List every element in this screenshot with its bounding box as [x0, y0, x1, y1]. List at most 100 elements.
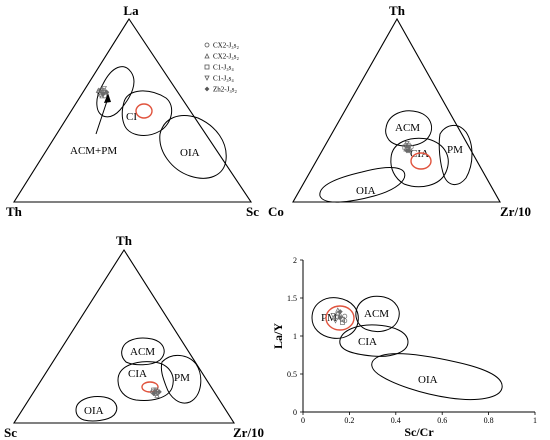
- legend-label: Zh2-J₃s₂: [213, 86, 237, 94]
- y-tick-label: 1.5: [287, 294, 297, 303]
- vertex-label-right: Zr/10: [233, 425, 264, 440]
- ternary-frame-la-th-sc: [13, 17, 253, 203]
- x-tick-label: 0.8: [484, 416, 494, 425]
- data-point: [402, 144, 408, 150]
- legend-marker-triangle-down: [204, 75, 210, 81]
- field-acm: [385, 110, 433, 147]
- x-tick-label: 0.2: [344, 416, 354, 425]
- field-label-cia: CIA: [358, 336, 377, 348]
- field-label-oia: OIA: [84, 405, 104, 417]
- data-point: [404, 140, 410, 147]
- ternary-frame-th-sc-zr: [12, 248, 236, 424]
- field-pm: [438, 125, 473, 185]
- data-point: [407, 146, 413, 152]
- sample-points-b: [402, 140, 414, 154]
- data-point: [330, 313, 336, 319]
- field-label-pm: PM: [321, 312, 337, 324]
- data-point: [99, 92, 105, 99]
- x-tick-label: 0.4: [391, 416, 401, 425]
- sample-cluster-ring-d: [325, 305, 355, 331]
- data-point: [95, 87, 102, 93]
- field-acm: [355, 295, 400, 333]
- data-point: [104, 89, 110, 95]
- field-oia: [319, 167, 406, 203]
- field-label-acm-pm: ACM+PM: [70, 145, 117, 157]
- vertex-label-right: Zr/10: [500, 204, 531, 219]
- data-point: [101, 93, 107, 99]
- data-point: [335, 307, 341, 313]
- field-label-acm: ACM: [130, 346, 155, 358]
- field-cia: [117, 361, 174, 401]
- y-axis-label: La/Y: [271, 323, 285, 349]
- legend-item: Zh2-J₃s₂: [204, 86, 237, 94]
- x-axis-label: Sc/Cr: [404, 425, 434, 439]
- x-tick-label: 1: [533, 416, 537, 425]
- vertex-label-right: Sc: [246, 204, 259, 219]
- field-label-acm: ACM: [395, 122, 420, 134]
- sample-cluster-ring-c: [141, 381, 159, 393]
- legend-marker-circle: [204, 42, 210, 48]
- field-label-acm: ACM: [364, 308, 389, 320]
- legend-item: CX2-J₃s₂: [204, 53, 239, 61]
- field-label-oia: OIA: [180, 147, 200, 159]
- sample-points-c: [150, 387, 162, 398]
- field-cia: [390, 137, 449, 188]
- data-point: [150, 389, 156, 395]
- data-point: [337, 315, 343, 321]
- legend-item: CX2-J₃s₂: [204, 42, 239, 50]
- sample-points-a: [95, 86, 110, 99]
- vertex-label-top: Th: [116, 233, 133, 248]
- ternary-frame-th-co-zr: [292, 17, 501, 203]
- legend-label: C1-J₃s₄: [213, 64, 234, 72]
- vertex-label-left: Sc: [4, 425, 17, 440]
- legend-item: C1-J₃s₄: [204, 75, 234, 83]
- sample-points-d: [330, 307, 348, 325]
- data-point: [332, 318, 339, 324]
- x-tick-label: 0: [301, 416, 305, 425]
- field-acm: [121, 337, 165, 366]
- field-label-pm: PM: [174, 372, 190, 384]
- field-acm-pm: [96, 66, 135, 118]
- legend-label: CX2-J₃s₂: [213, 42, 239, 50]
- field-oia: [371, 353, 503, 401]
- data-point: [156, 389, 162, 395]
- vertex-label-top: Th: [389, 3, 406, 18]
- legend-marker-square: [204, 64, 210, 70]
- legend-marker-triangle-up: [204, 53, 210, 59]
- data-point: [342, 318, 348, 324]
- y-tick-label: 2: [293, 256, 297, 265]
- ternary-la-th-sc: La Th Sc CI OIA ACM+PM CX2-J₃s₂ CX2-J₃s₂…: [6, 3, 259, 219]
- field-label-cia: CIA: [128, 368, 147, 380]
- legend-marker-diamond: [204, 86, 210, 92]
- y-tick-label: 1: [293, 332, 297, 341]
- data-point: [101, 86, 107, 92]
- vertex-label-left: Th: [6, 204, 23, 219]
- field-oia: [75, 396, 118, 422]
- data-point: [151, 387, 157, 393]
- arrow-shaft: [95, 97, 109, 135]
- arrow-head: [104, 93, 111, 103]
- legend-label: C1-J₃s₄: [213, 75, 234, 83]
- data-point: [335, 310, 341, 316]
- ternary-th-co-zr: Th Co Zr/10 ACM CIA PM OIA: [268, 3, 531, 219]
- ternary-th-sc-zr: Th Sc Zr/10 ACM CIA PM OIA: [4, 233, 264, 440]
- x-tick-label: 0.6: [437, 416, 447, 425]
- axis-ticks: 0 0.2 0.4 0.6 0.8 1 0 0.5 1 1.5 2: [287, 256, 537, 425]
- sample-cluster-ring-a: [135, 103, 153, 119]
- field-label-pm: PM: [447, 144, 463, 156]
- legend-item: C1-J₃s₄: [204, 64, 234, 72]
- field-ci: [121, 90, 173, 136]
- legend-label: CX2-J₃s₂: [213, 53, 239, 61]
- field-pm: [160, 355, 202, 404]
- field-cia: [339, 324, 409, 357]
- y-tick-label: 0.5: [287, 370, 297, 379]
- sample-cluster-ring-b: [410, 152, 432, 170]
- field-label-cia: CIA: [410, 148, 429, 160]
- field-label-oia: OIA: [356, 185, 376, 197]
- y-tick-label: 0: [293, 408, 297, 417]
- data-point: [342, 313, 348, 319]
- vertex-label-left: Co: [268, 204, 284, 219]
- field-label-oia: OIA: [418, 374, 438, 386]
- field-label-ci: CI: [126, 111, 137, 123]
